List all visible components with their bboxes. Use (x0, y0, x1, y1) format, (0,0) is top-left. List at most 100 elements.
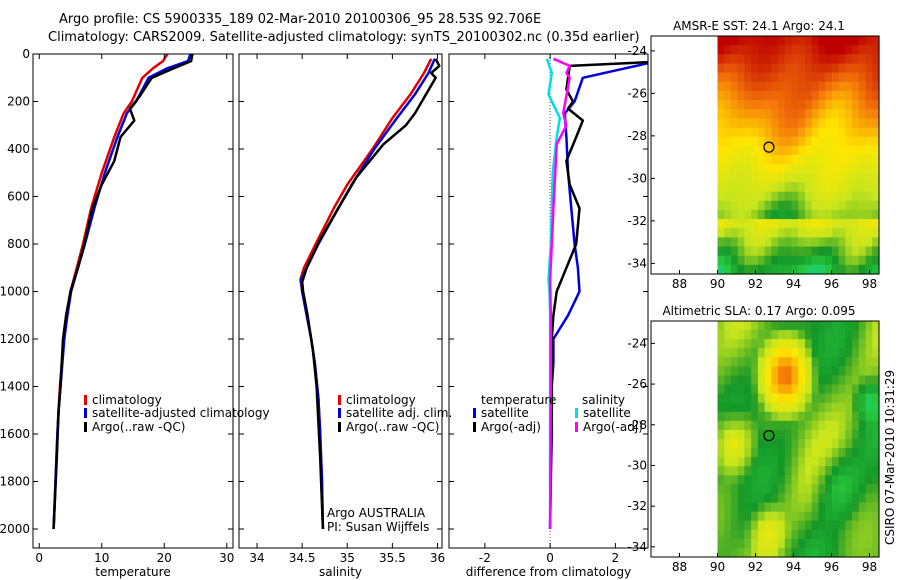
sst-map-cell (737, 164, 746, 174)
sst-map-cell (804, 109, 813, 119)
sla-map-cell (872, 511, 880, 522)
sst-map-cell (771, 228, 779, 238)
sst-map-cell (825, 164, 833, 174)
sst-map-cell (831, 219, 840, 229)
sla-map-cell (865, 538, 873, 549)
sst-map-cell (804, 136, 813, 147)
sst-map-cell (744, 109, 752, 119)
sst-map-xtick-label: 98 (862, 277, 877, 291)
sst-map-cell (825, 118, 833, 129)
sst-map-cell (730, 72, 739, 83)
sla-map-cell (831, 439, 840, 449)
sst-map-cell (858, 191, 867, 202)
sst-map-cell (757, 200, 766, 211)
sla-map-cell (730, 420, 739, 431)
sst-map-cell (804, 191, 813, 202)
sla-map-cell (778, 493, 786, 504)
sla-map-cell (818, 357, 826, 367)
sst-map-cell (737, 255, 746, 266)
sal-legend-climatology-swatch (338, 395, 341, 405)
sla-map-cell (791, 439, 799, 449)
sst-map-cell (791, 45, 799, 55)
sst-map-cell (845, 219, 853, 229)
sst-map-cell (865, 191, 873, 202)
sst-map-cell (757, 182, 766, 193)
difference-series-1-line (548, 61, 648, 530)
sst-map-cell (831, 127, 840, 138)
sst-map-cell (791, 109, 799, 119)
sst-map-cell (818, 219, 826, 229)
sla-map-cell (717, 511, 725, 522)
sst-map-cell (778, 127, 786, 138)
difference-series-4-line (548, 57, 571, 530)
sla-map-cell (865, 466, 873, 476)
sst-map-cell (724, 191, 732, 202)
sst-map-cell (838, 255, 846, 266)
sla-map-cell (784, 448, 793, 458)
sst-map-cell (757, 264, 766, 275)
diff-legend-salinity-title: salinity (582, 393, 625, 407)
sla-map-cell (771, 348, 779, 358)
sst-map-cell (771, 36, 779, 46)
sst-map-cell (764, 191, 772, 202)
sst-argo-location-marker (763, 141, 775, 153)
sst-map-cell (751, 155, 759, 165)
sla-map-cell (852, 547, 860, 558)
sal-legend-argo-swatch (338, 422, 341, 432)
sst-map-cell (811, 237, 820, 248)
sst-map-cell (791, 255, 799, 266)
sst-map-cell (852, 81, 860, 92)
sla-map-cell (818, 330, 826, 340)
sst-map-cell (778, 54, 786, 65)
sst-map-cell (845, 246, 853, 257)
sst-map-cell (825, 136, 833, 147)
argo-australia-annotation: Argo AUSTRALIA (327, 506, 426, 520)
sst-map-cell (744, 54, 752, 65)
sst-map-cell (818, 36, 826, 46)
sla-map-cell (845, 520, 853, 531)
diff-legend-temp-argo-label: Argo(-adj) (481, 420, 541, 434)
sst-map-cell (872, 219, 880, 229)
sst-map-cell (852, 164, 860, 174)
sla-map-cell (771, 448, 779, 458)
sst-map-cell (737, 173, 746, 184)
sla-map-cell (791, 411, 799, 422)
sst-map-cell (724, 81, 732, 92)
sla-map-cell (831, 330, 840, 340)
sla-map-cell (818, 502, 826, 513)
sla-map-cell (798, 511, 806, 522)
sla-map-cell (730, 502, 739, 513)
sla-map-cell (764, 420, 772, 431)
sst-map-cell (838, 54, 846, 65)
sst-map-cell (865, 63, 873, 74)
sst-map-cell (771, 246, 779, 257)
sla-map-cell (784, 366, 793, 377)
sla-map-ytick-label: -26 (627, 377, 647, 391)
sla-map-cell (798, 466, 806, 476)
sla-map-cell (791, 538, 799, 549)
sla-map-cell (764, 429, 772, 440)
sla-map-cell (737, 375, 746, 386)
sst-map-cell (791, 127, 799, 138)
sst-map-cell (804, 246, 813, 257)
sla-map-cell (764, 321, 772, 331)
sla-map-cell (845, 384, 853, 395)
sla-map-cell (804, 366, 813, 377)
sla-map-cell (730, 520, 739, 531)
sla-map-cell (737, 429, 746, 440)
sst-map-cell (838, 200, 846, 211)
sla-map-cell (757, 357, 766, 367)
sla-map-cell (791, 348, 799, 358)
sla-map-cell (737, 529, 746, 540)
sla-map-cell (858, 511, 867, 522)
sst-map-cell (865, 54, 873, 65)
sst-map-cell (838, 127, 846, 138)
sla-map-cell (818, 529, 826, 540)
sst-map-cell (757, 173, 766, 184)
sla-map-cell (730, 321, 739, 331)
sst-map-cell (852, 100, 860, 110)
sla-map-cell (872, 484, 880, 495)
sla-map-cell (784, 402, 793, 413)
sst-map-cell (845, 36, 853, 46)
sla-map-frame (650, 320, 880, 558)
